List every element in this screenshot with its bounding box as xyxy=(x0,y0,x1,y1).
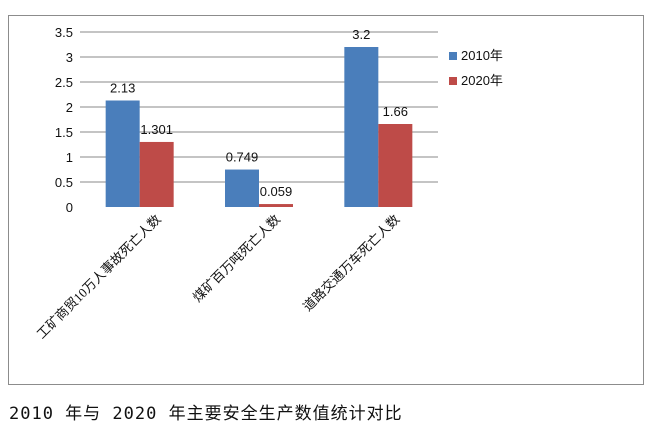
data-label: 0.059 xyxy=(260,184,293,199)
y-tick-label: 0 xyxy=(66,200,73,215)
bar xyxy=(105,100,140,207)
category-label: 道路交通万车死亡人数 xyxy=(300,212,403,315)
y-tick-label: 3 xyxy=(66,50,73,65)
data-label: 1.301 xyxy=(140,122,173,137)
legend-label: 2020年 xyxy=(461,73,503,88)
legend-label: 2010年 xyxy=(461,48,503,63)
chart-frame xyxy=(8,15,644,385)
data-label: 2.13 xyxy=(110,81,135,96)
y-tick-label: 1 xyxy=(66,150,73,165)
data-label: 0.749 xyxy=(226,150,259,165)
bar xyxy=(344,47,379,207)
y-tick-label: 0.5 xyxy=(55,175,73,190)
category-label: 工矿商贸10万人事故死亡人数 xyxy=(34,212,164,342)
legend-swatch xyxy=(449,77,457,85)
legend-swatch xyxy=(449,52,457,60)
data-label: 1.66 xyxy=(383,104,408,119)
category-label: 煤矿百万吨死亡人数 xyxy=(190,212,283,305)
y-tick-label: 3.5 xyxy=(55,25,73,40)
bar xyxy=(225,169,259,207)
y-tick-label: 2.5 xyxy=(55,75,73,90)
chart-caption: 2010 年与 2020 年主要安全生产数值统计对比 xyxy=(9,404,403,424)
bar xyxy=(259,204,293,207)
bar xyxy=(139,141,174,207)
y-tick-label: 2 xyxy=(66,100,73,115)
data-label: 3.2 xyxy=(352,27,370,42)
y-tick-label: 1.5 xyxy=(55,125,73,140)
bar xyxy=(378,124,413,207)
